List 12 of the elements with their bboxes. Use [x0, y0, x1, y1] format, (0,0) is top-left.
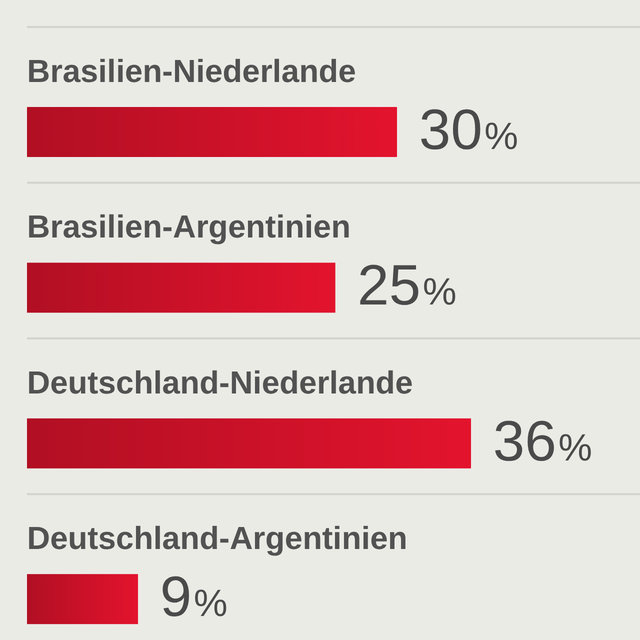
y-tick-label: Deutschland-Niederlande: [27, 364, 413, 400]
data-label: 9%: [160, 565, 228, 630]
data-label: 30%: [419, 98, 518, 162]
data-label: 36%: [493, 409, 592, 474]
bar: [27, 262, 336, 313]
data-label: 25%: [357, 254, 457, 318]
y-tick-label: Deutschland-Argentinien: [27, 520, 408, 556]
bar: [27, 418, 471, 468]
y-tick-label: Brasilien-Argentinien: [27, 208, 351, 245]
bar: [27, 107, 397, 157]
y-tick-label: Brasilien-Niederlande: [27, 53, 356, 89]
bar: [27, 574, 138, 624]
